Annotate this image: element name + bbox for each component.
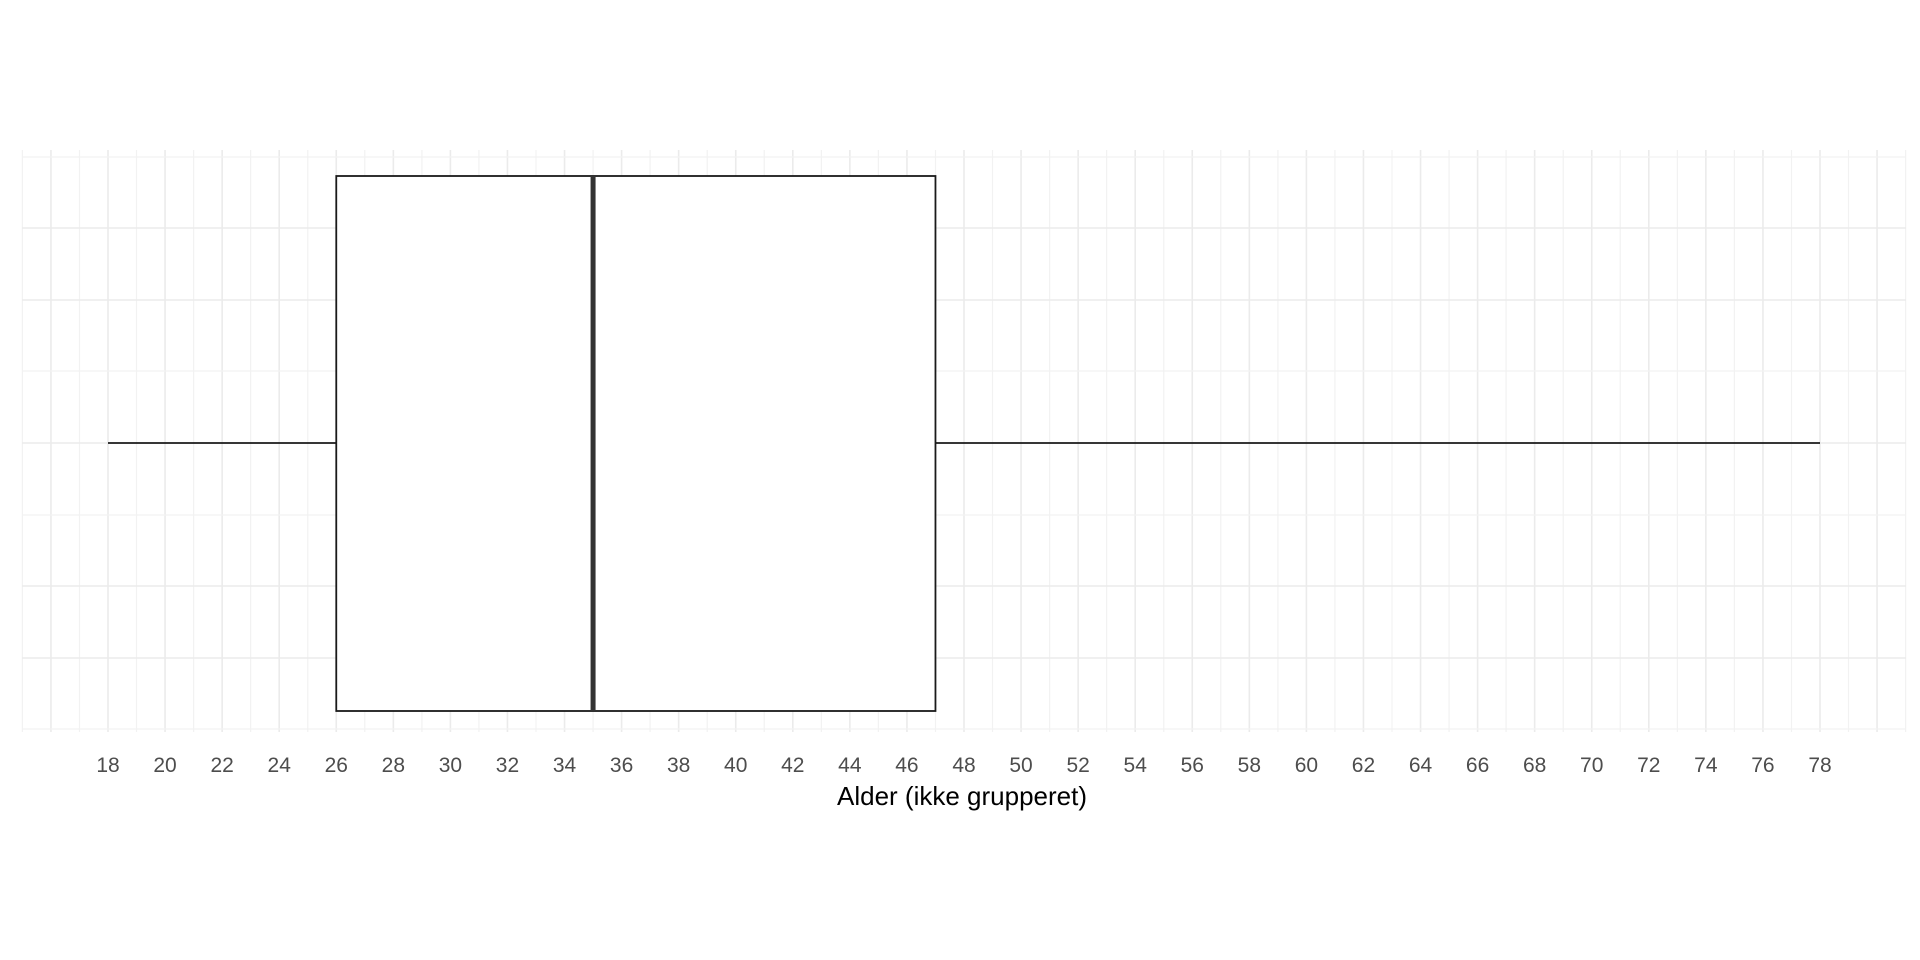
x-tick-label: 48 — [952, 754, 975, 777]
x-tick-label: 46 — [895, 754, 918, 777]
x-tick-label: 66 — [1466, 754, 1489, 777]
x-tick-label: 56 — [1181, 754, 1204, 777]
x-tick-label: 20 — [153, 754, 176, 777]
x-tick-label: 78 — [1808, 754, 1831, 777]
x-tick-label: 74 — [1694, 754, 1718, 777]
x-tick-label: 50 — [1009, 754, 1032, 777]
x-tick-label: 36 — [610, 754, 633, 777]
x-tick-label: 26 — [325, 754, 348, 777]
x-tick-label: 52 — [1066, 754, 1089, 777]
x-tick-label: 62 — [1352, 754, 1375, 777]
box-iqr — [335, 175, 937, 712]
x-axis-tick-labels: 18 20 22 24 26 28 30 32 34 36 38 40 42 44 46 48 50 52 54 56… — [96, 754, 1831, 777]
x-tick-label: 60 — [1295, 754, 1318, 777]
grid-lines — [21, 150, 1907, 732]
x-tick-label: 40 — [724, 754, 747, 777]
x-axis-title: Alder (ikke grupperet) — [837, 781, 1087, 811]
x-tick-label: 44 — [838, 754, 862, 777]
x-tick-label: 24 — [268, 754, 292, 777]
x-tick-label: 28 — [382, 754, 405, 777]
x-tick-label: 76 — [1751, 754, 1774, 777]
x-tick-label: 68 — [1523, 754, 1546, 777]
x-tick-label: 22 — [210, 754, 233, 777]
x-tick-label: 64 — [1409, 754, 1433, 777]
x-tick-label: 32 — [496, 754, 519, 777]
x-tick-label: 38 — [667, 754, 690, 777]
x-tick-label: 18 — [96, 754, 119, 777]
x-tick-label: 70 — [1580, 754, 1603, 777]
x-tick-label: 42 — [781, 754, 804, 777]
x-tick-label: 58 — [1238, 754, 1261, 777]
plot-area — [108, 175, 1820, 712]
x-tick-label: 72 — [1637, 754, 1660, 777]
x-tick-label: 54 — [1124, 754, 1148, 777]
x-tick-label: 30 — [439, 754, 462, 777]
x-tick-label: 34 — [553, 754, 577, 777]
